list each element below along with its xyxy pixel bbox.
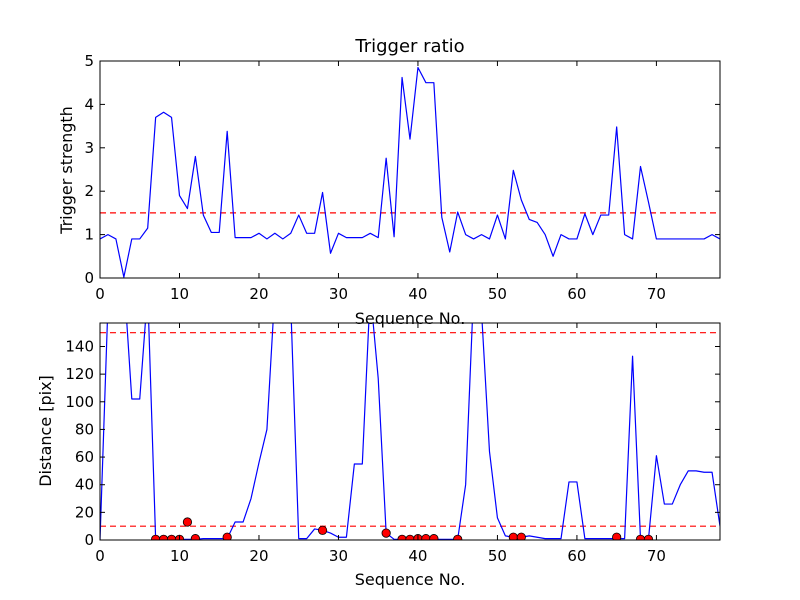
y-tick-label: 20 (75, 503, 94, 521)
y-axis-label: Trigger strength (57, 106, 76, 235)
series-line (100, 66, 720, 278)
axis-ticks: 0 10 20 30 40 50 60 70 0 20 40 60 80 100 120 140 (65, 323, 720, 565)
x-tick-label: 40 (408, 285, 427, 303)
data-point (516, 532, 526, 540)
y-tick-label: 0 (84, 269, 94, 287)
data-point (405, 534, 415, 540)
x-tick-label: 20 (249, 547, 268, 565)
y-tick-label: 80 (75, 420, 94, 438)
y-tick-label: 2 (84, 182, 94, 200)
data-point (166, 534, 177, 540)
data-point (421, 534, 431, 540)
data-point (190, 534, 200, 540)
data-point (317, 525, 328, 535)
axes-frame (99, 322, 721, 541)
x-tick-label: 60 (567, 285, 586, 303)
plot-area (100, 66, 720, 278)
data-point (429, 534, 439, 540)
y-tick-label: 60 (75, 448, 94, 466)
y-tick-label: 40 (75, 476, 94, 494)
x-tick-label: 0 (95, 285, 105, 303)
axes-frame (99, 60, 721, 279)
data-point (222, 532, 232, 540)
y-tick-label: 140 (65, 337, 94, 355)
distance-chart: Distance [pix] Sequence No. 0 10 20 30 40 50 6… (36, 322, 721, 589)
data-point (635, 534, 646, 540)
x-tick-label: 10 (170, 285, 189, 303)
y-axis-label: Distance [pix] (36, 375, 55, 487)
x-tick-label: 60 (567, 547, 586, 565)
data-point (612, 532, 622, 540)
x-axis-label: Sequence No. (355, 309, 466, 328)
chart-title: Trigger ratio (354, 36, 464, 57)
x-tick-label: 0 (95, 547, 105, 565)
x-tick-label: 70 (647, 285, 666, 303)
trigger-ratio-chart: Trigger ratio Trigger strength Sequence … (57, 36, 721, 328)
data-point (643, 534, 654, 540)
x-tick-label: 50 (488, 547, 507, 565)
y-tick-label: 120 (65, 365, 94, 383)
plot-area (100, 323, 720, 540)
x-tick-label: 10 (170, 547, 189, 565)
y-tick-label: 100 (65, 393, 94, 411)
x-tick-label: 20 (249, 285, 268, 303)
x-tick-label: 40 (408, 547, 427, 565)
data-point (182, 517, 193, 527)
axis-ticks: 0 10 20 30 40 50 60 70 0 1 2 3 4 5 (84, 52, 720, 303)
data-point (397, 534, 407, 540)
data-point (453, 534, 463, 540)
y-tick-label: 4 (84, 95, 94, 113)
y-tick-label: 5 (84, 52, 94, 70)
data-point (158, 534, 169, 540)
y-tick-label: 0 (84, 531, 94, 549)
x-tick-label: 30 (329, 547, 348, 565)
data-point (381, 528, 391, 538)
x-tick-label: 70 (647, 547, 666, 565)
y-tick-label: 1 (84, 226, 94, 244)
x-tick-label: 50 (488, 285, 507, 303)
y-tick-label: 3 (84, 139, 94, 157)
x-axis-label: Sequence No. (355, 570, 466, 589)
data-point (151, 534, 161, 540)
x-tick-label: 30 (329, 285, 348, 303)
